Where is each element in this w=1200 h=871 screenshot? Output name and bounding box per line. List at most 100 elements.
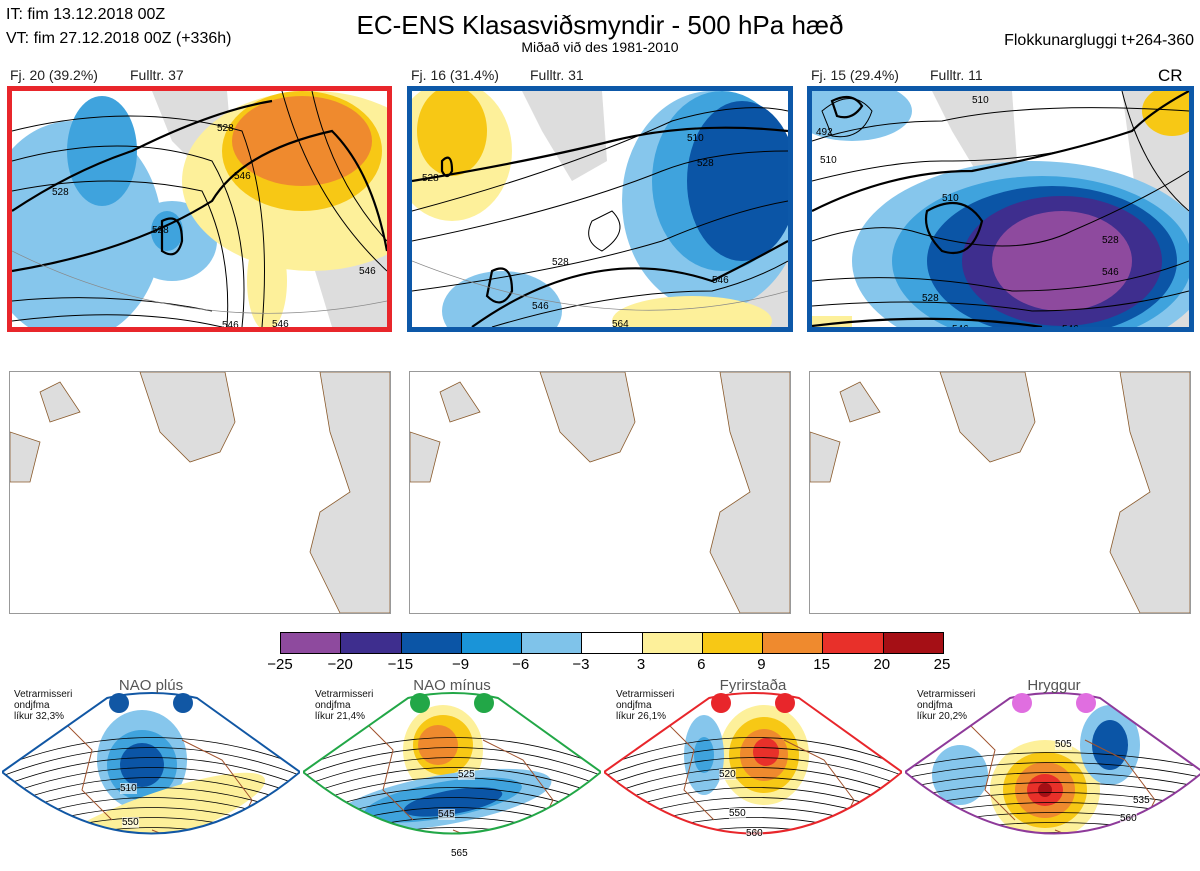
contour-label: 510 [942,193,959,204]
contour-label: 510 [820,155,837,166]
cluster-2-rep: Fulltr. 31 [530,67,584,83]
colorbar-tick-label: −25 [267,656,293,673]
colorbar-tick-label: 6 [697,656,706,673]
regime-marker-dot [474,693,494,713]
regime-period: ondjfma [917,700,953,711]
regime-panel[interactable]: 520 550 560 Vetrarmisseri ondjfma líkur 26,1%… [604,677,902,870]
contour-label: 546 [234,171,251,182]
regime-contour-label: 505 [1055,739,1072,750]
contour-label: 546 [272,319,289,327]
contour-label: 510 [972,95,989,106]
colorbar-tick-label: −15 [387,656,414,673]
cluster-3-badge: CR [1158,66,1183,85]
regime-marker-dot [1076,693,1096,713]
regime-marker-dot [1012,693,1032,713]
valid-time: VT: fim 27.12.2018 00Z (+336h) [6,30,232,47]
contour-label: 546 [222,320,239,327]
contour-label: 528 [217,123,234,134]
contour-label: 546 [359,266,376,277]
contour-label: 546 [532,301,549,312]
regime-contour-label: 535 [1133,795,1150,806]
contour-label: 510 [687,133,704,144]
regime-panel[interactable]: 510 550 Vetrarmisseri ondjfma líkur 32,3% NAO… [2,677,300,870]
colorbar-tick-label: 9 [757,656,766,673]
colorbar-segment [883,633,943,653]
cluster-2-count: Fj. 16 (31.4%) [411,67,499,83]
regime-season: Vetrarmisseri [616,689,675,700]
contour-label: 546 [952,324,969,327]
regime-title: NAO plús [118,677,184,694]
colorbar-ticks: −25 −20 −15 −9 −6 −3 3 6 9 15 20 25 [260,656,962,674]
cluster-1-count: Fj. 20 (39.2%) [10,67,98,83]
base-map-2 [409,371,791,614]
initial-time: IT: fim 13.12.2018 00Z [6,6,166,23]
regime-prob: líkur 20,2% [917,711,968,722]
regime-contour-label: 550 [729,808,746,819]
regime-stats: Vetrarmisseri ondjfma líkur 21,4% [315,689,373,722]
regime-contour-label: 550 [122,817,139,828]
regime-marker-dot [711,693,731,713]
regime-panel[interactable]: 525 545 565 Vetrarmisseri ondjfma líkur 21,4%… [303,677,601,870]
colorbar-tick-label: 15 [813,656,830,673]
regime-title: Hryggur [1027,677,1081,694]
colorbar-tick-label: −9 [451,656,470,673]
regime-prob: líkur 32,3% [14,711,65,722]
contour-label: 528 [52,187,69,198]
contour-label: 564 [612,319,629,327]
contour-label: 528 [922,293,939,304]
regime-marker-dot [775,693,795,713]
regime-marker-dot [109,693,129,713]
colorbar-tick-label: 3 [636,656,646,673]
regime-season: Vetrarmisseri [917,689,976,700]
page-subtitle: Miðað við des 1981-2010 [521,39,679,55]
contour-label: 528 [152,225,169,236]
regime-contour-label: 545 [438,809,455,820]
regime-contour-label: 520 [719,769,736,780]
contour-label: 528 [422,173,439,184]
colorbar-tick-label: −6 [512,656,530,673]
colorbar-tick-label: −3 [572,656,590,673]
regime-panel[interactable]: 505 535 560 Vetrarmisseri ondjfma líkur 20,2%… [905,677,1200,870]
cluster-map-3[interactable]: 510 492 510 510 528 546 528 546 546 [807,86,1194,332]
contour-label: 546 [1102,267,1119,278]
colorbar-segment [823,633,884,653]
regime-marker-dot [173,693,193,713]
base-map-3 [809,371,1191,614]
base-map-1 [9,371,391,614]
regime-period: ondjfma [616,700,652,711]
regime-contour-label: 525 [458,769,475,780]
regime-contour-label: 565 [451,848,468,859]
colorbar-segment [461,633,523,653]
regime-contour-label: 560 [746,828,763,839]
colorbar-segment [281,633,342,653]
cluster-map-2[interactable]: 528 510 528 528 546 546 564 [407,86,793,332]
regime-period: ondjfma [14,700,50,711]
regime-prob: líkur 21,4% [315,711,366,722]
colorbar-segment [401,633,462,653]
regime-season: Vetrarmisseri [14,689,73,700]
regime-title: Fyrirstaða [719,677,787,694]
colorbar-segment [522,633,583,653]
contour-label: 546 [1062,324,1079,327]
regime-stats: Vetrarmisseri ondjfma líkur 32,3% [14,689,72,722]
regime-stats: Vetrarmisseri ondjfma líkur 26,1% [616,689,674,722]
contour-label: 546 [712,275,729,286]
cluster-3-count: Fj. 15 (29.4%) [811,67,899,83]
regime-title: NAO mínus [413,677,491,694]
colorbar-segment [702,633,764,653]
colorbar [280,632,944,654]
regime-contour-label: 510 [120,783,137,794]
cluster-1-rep: Fulltr. 37 [130,67,184,83]
regime-period: ondjfma [315,700,351,711]
colorbar-segment [763,633,824,653]
contour-label: 528 [552,257,569,268]
colorbar-segment [582,633,643,653]
page-title: EC-ENS Klasasviðsmyndir - 500 hPa hæð [356,10,844,40]
colorbar-tick-label: −20 [327,656,353,673]
contour-label: 528 [697,158,714,169]
colorbar-tick-label: 20 [873,656,891,673]
colorbar-segment [341,633,402,653]
regime-contour-label: 560 [1120,813,1137,824]
classification-window: Flokkunargluggi t+264-360 [1004,32,1194,49]
cluster-map-1[interactable]: 528 546 528 528 546 546 546 [7,86,392,332]
